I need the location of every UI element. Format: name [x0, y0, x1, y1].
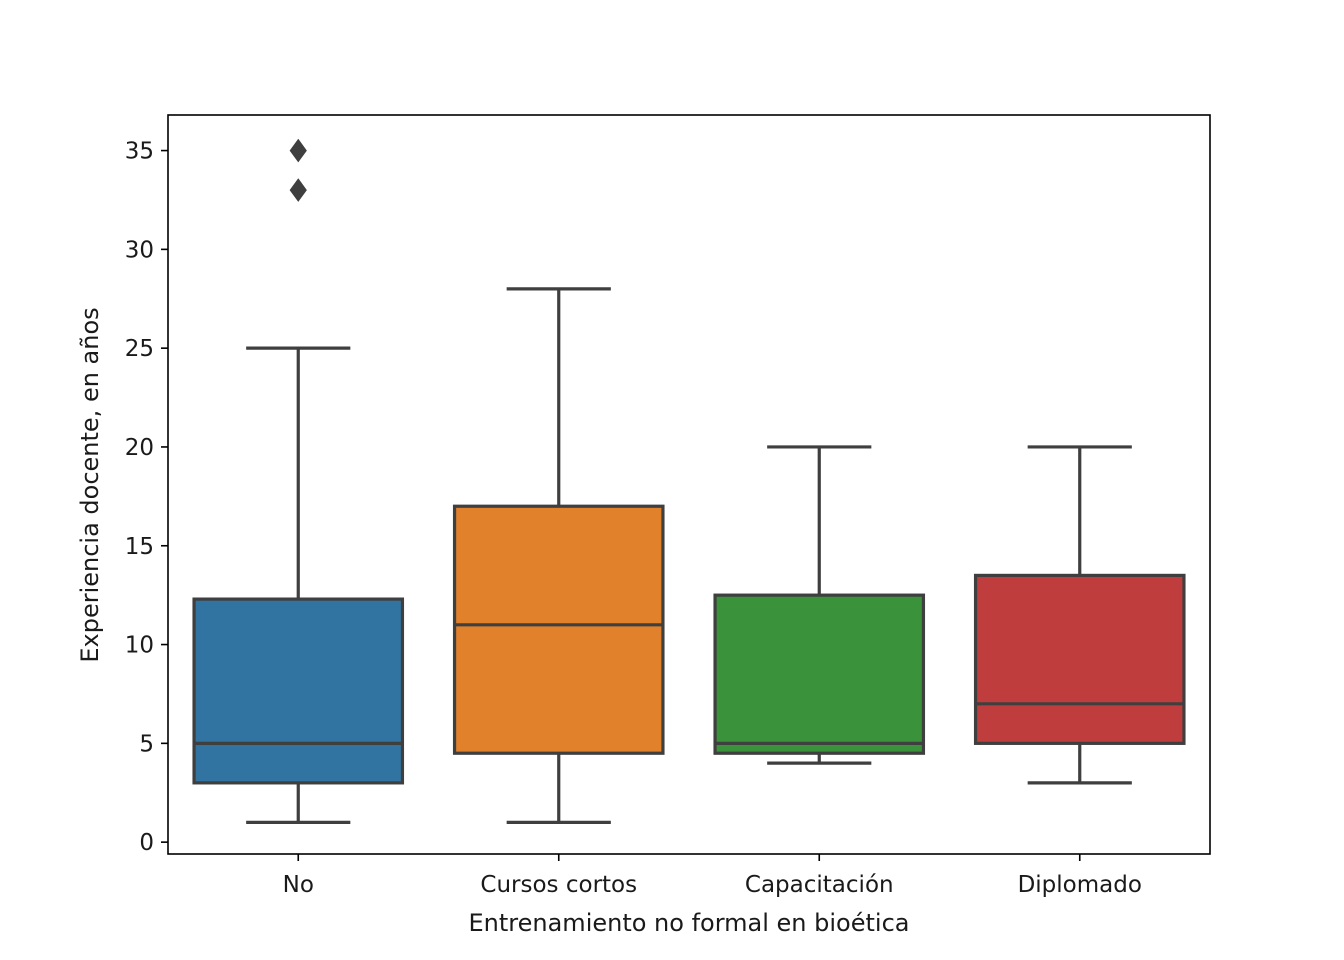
y-tick-label: 35 — [125, 139, 154, 165]
y-tick-label: 20 — [125, 435, 154, 461]
plot-area-frame — [167, 114, 1211, 855]
x-tick-label: Diplomado — [1018, 872, 1142, 898]
x-axis: No Cursos cortos Capacitación Diplomado — [283, 854, 1142, 898]
box-iqr — [452, 504, 665, 755]
box-iqr — [192, 597, 405, 785]
x-axis-label: Entrenamiento no formal en bioética — [469, 909, 910, 937]
box-iqr — [973, 573, 1186, 745]
y-tick-label: 5 — [139, 731, 154, 757]
y-tick-label: 15 — [125, 534, 154, 560]
boxes-layer — [192, 138, 1186, 824]
outlier-point-0 — [289, 178, 307, 202]
box-group-1 — [452, 287, 665, 824]
y-tick-label: 10 — [125, 633, 154, 659]
box-group-2 — [713, 445, 926, 765]
x-tick-label: Cursos cortos — [480, 872, 637, 898]
box-group-3 — [973, 445, 1186, 785]
y-axis-label: Experiencia docente, en años — [76, 307, 104, 662]
box-iqr — [713, 593, 926, 755]
y-axis: 0 5 10 15 20 25 30 35 — [125, 139, 168, 856]
y-tick-label: 30 — [125, 237, 154, 263]
y-tick-label: 0 — [139, 830, 154, 856]
y-tick-label: 25 — [125, 336, 154, 362]
x-tick-label: Capacitación — [745, 872, 894, 898]
outlier-point-1 — [289, 138, 307, 163]
x-tick-label: No — [283, 872, 314, 898]
box-group-0 — [192, 138, 405, 824]
